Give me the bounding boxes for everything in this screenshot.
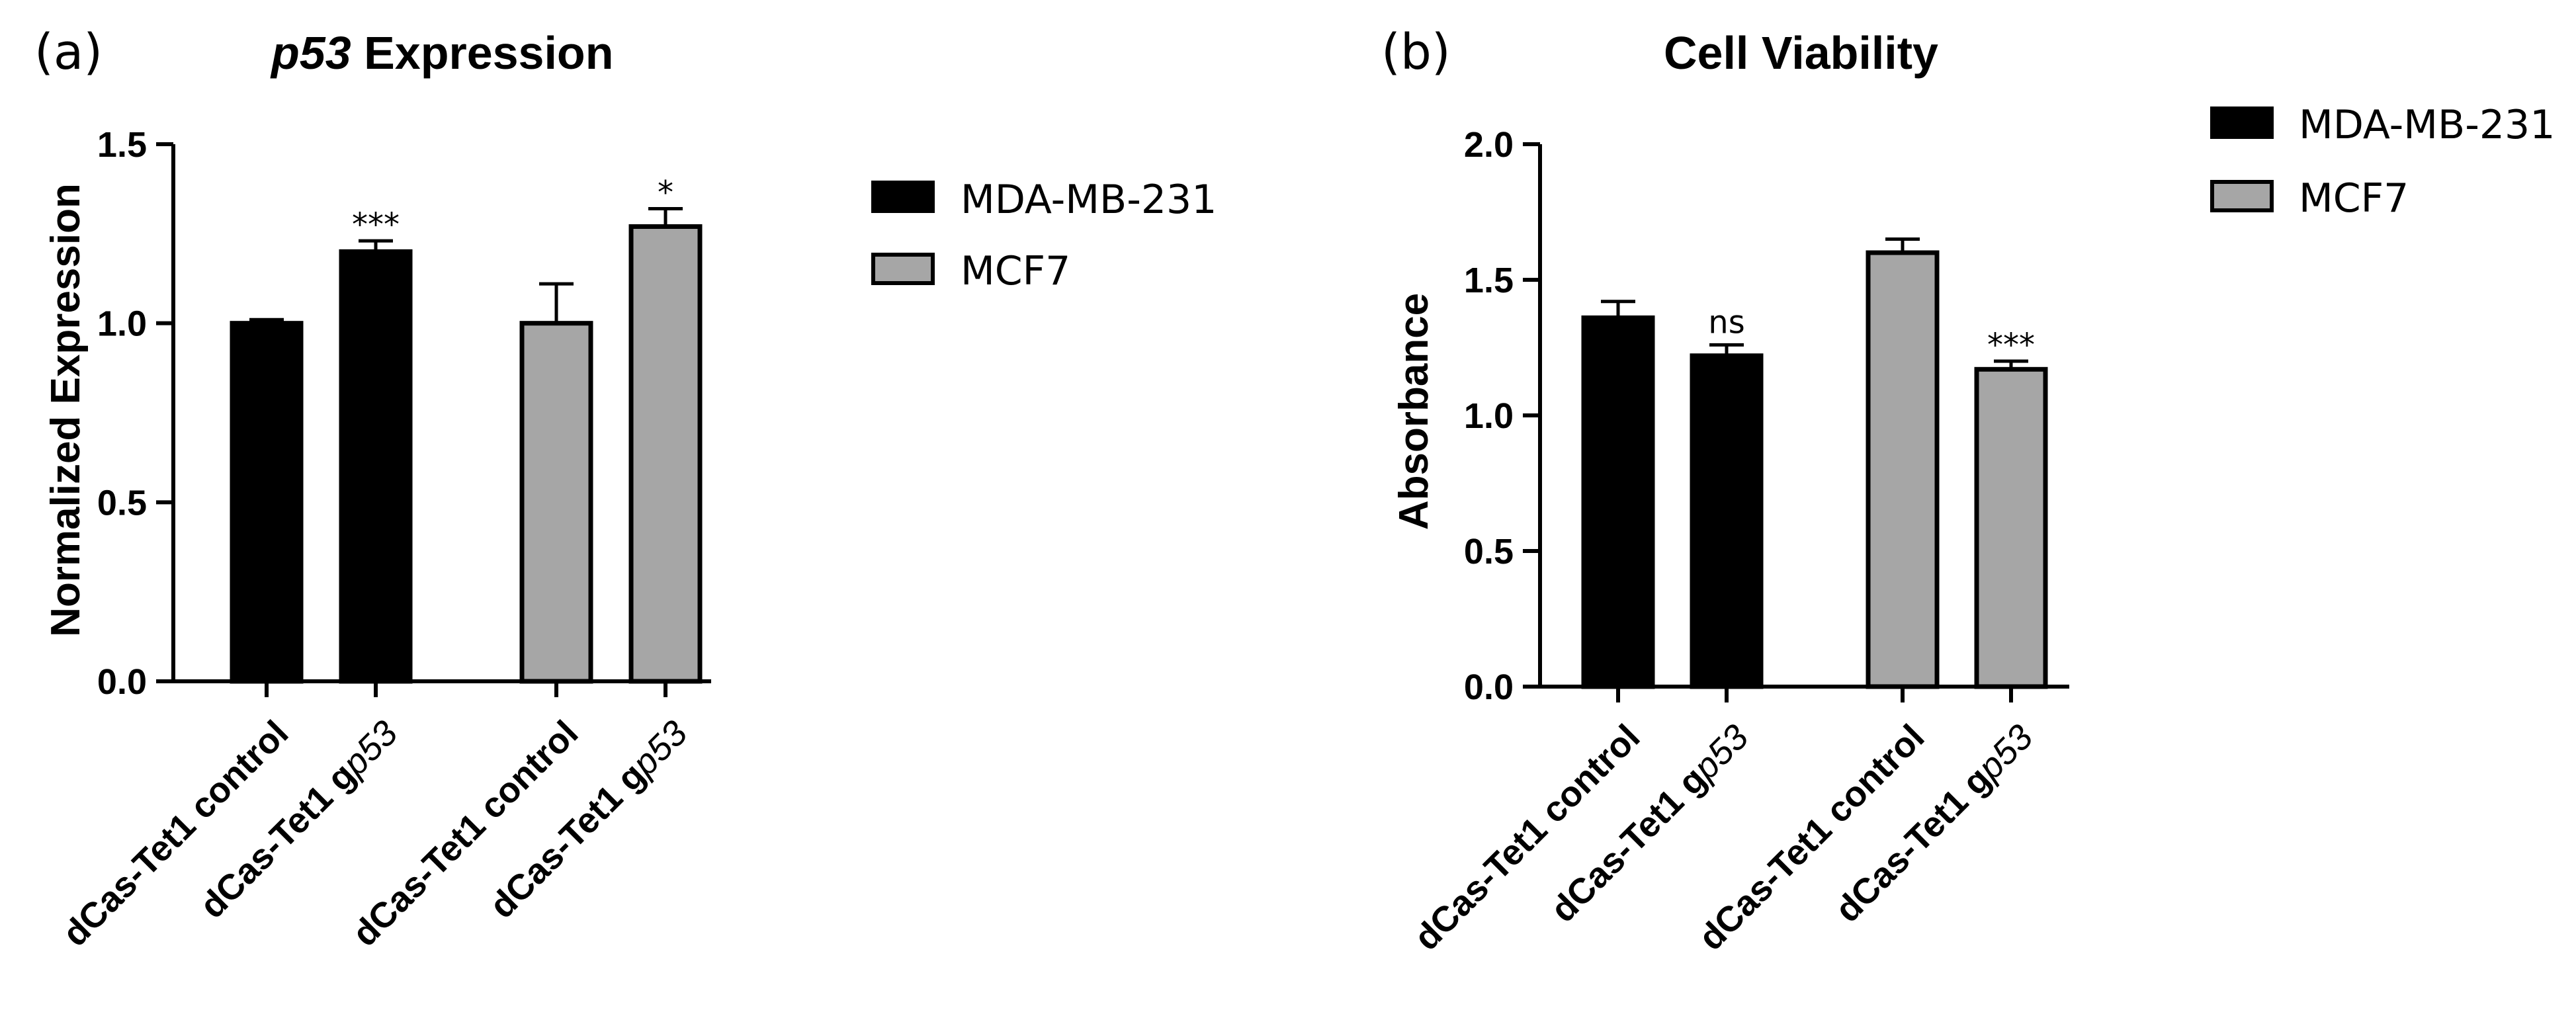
panel-b-bar (1866, 250, 1940, 689)
panel-b-ytick-label: 1.5 (1464, 261, 1514, 300)
legend-a-label-mcf7: MCF7 (961, 248, 1070, 294)
legend-a-label-mda: MDA-MB-231 (961, 177, 1217, 223)
panel-a-title-rest: Expression (351, 27, 614, 79)
panel-b-ylabel: Absorbance (1391, 293, 1437, 530)
panel-b-title: Cell Viability (1664, 27, 1938, 79)
panel-a-bar (339, 249, 413, 684)
panel-a-bar (519, 321, 593, 684)
legend-b-swatch-mcf7 (2210, 180, 2274, 212)
panel-b-legend: MDA-MB-231 MCF7 (2210, 102, 2555, 222)
panel-a-title-italic: p53 (270, 27, 351, 79)
panel-b-bar (1581, 315, 1655, 689)
legend-a-swatch-mcf7 (871, 253, 935, 285)
panel-a-title: p53 Expression (270, 27, 613, 79)
panel-a-ytick-label: 0.0 (97, 662, 147, 702)
panel-a-ytick-label: 0.5 (97, 483, 147, 523)
panel-b-category-label: dCas-Tet1 gp53 (1828, 717, 2041, 930)
panel-b-bar (1974, 366, 2048, 689)
panel-a-category-label: dCas-Tet1 gp53 (193, 713, 406, 926)
panel-b-label: (b) (1381, 24, 1451, 81)
panel-a-bar (230, 321, 304, 684)
panel-b-title-rest: Cell Viability (1664, 27, 1938, 79)
legend-b-label-mda: MDA-MB-231 (2299, 102, 2555, 148)
panel-b-significance-label: *** (1987, 327, 2035, 364)
panel-a-significance-label: * (658, 174, 673, 211)
panel-b: (b) Cell Viability Absorbance 0.0 0.5 1.0 1… (1381, 24, 2555, 958)
panel-b-bar (1690, 353, 1764, 689)
panel-a-label: (a) (34, 24, 103, 81)
panel-a: (a) p53 Expression Normalized Expression… (34, 24, 1217, 954)
legend-a-swatch-mda (871, 181, 935, 213)
panel-a-ytick-label: 1.0 (97, 304, 147, 344)
panel-a-legend: MDA-MB-231 MCF7 (871, 177, 1217, 294)
panel-b-ytick-label: 0.0 (1464, 667, 1514, 707)
panel-b-significance-label: ns (1708, 304, 1744, 341)
panel-a-ylabel: Normalized Expression (43, 183, 89, 637)
panel-b-ytick-label: 1.0 (1464, 396, 1514, 436)
panel-a-ytick-label: 1.5 (97, 125, 147, 165)
panel-a-significance-label: *** (352, 206, 400, 243)
legend-b-label-mcf7: MCF7 (2299, 175, 2409, 222)
panel-b-ytick-label: 0.5 (1464, 532, 1514, 572)
panel-a-category-label: dCas-Tet1 gp53 (482, 713, 695, 926)
panel-b-ytick-label: 2.0 (1464, 125, 1514, 165)
legend-b-swatch-mda (2210, 106, 2274, 139)
panel-a-bar (628, 224, 703, 684)
